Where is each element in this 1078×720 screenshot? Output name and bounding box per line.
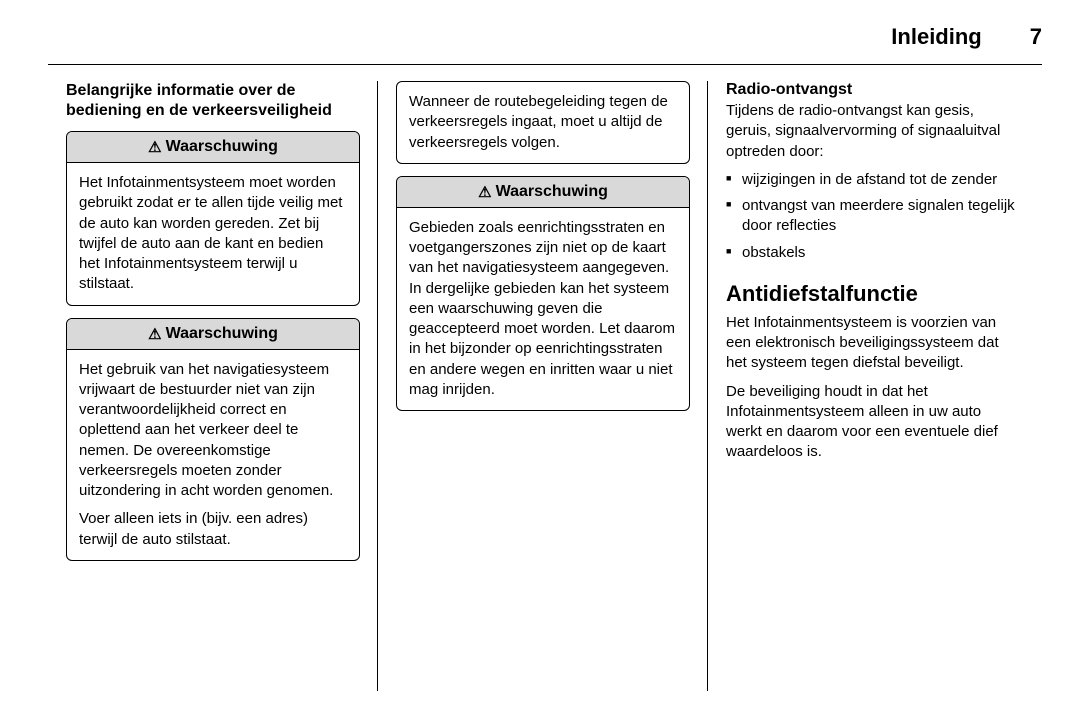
header-divider <box>48 64 1042 65</box>
warning-box-1: ⚠ Waarschuwing Het Infotainmentsysteem m… <box>66 131 360 306</box>
anti-p2: De beveiliging houdt in dat het Infotain… <box>726 382 1020 463</box>
section-title: Inleiding <box>891 24 981 50</box>
warning-box-3: ⚠ Waarschuwing Gebieden zoals eenrichtin… <box>396 176 690 411</box>
column-2: Wanneer de routebegeleiding tegen de ver… <box>378 81 708 573</box>
info-box: Wanneer de routebegeleiding tegen de ver… <box>396 81 690 164</box>
warning-header-3: ⚠ Waarschuwing <box>397 177 689 208</box>
warning-box-2: ⚠ Waarschuwing Het gebruik van het navig… <box>66 318 360 561</box>
warning-text: Het gebruik van het navigatiesysteem vri… <box>79 360 347 502</box>
warning-label: Waarschuwing <box>496 183 608 201</box>
radio-list: wijzigingen in de afstand tot de zender … <box>726 170 1020 263</box>
warning-text: Voer alleen iets in (bijv. een adres) te… <box>79 509 347 550</box>
warning-text: Gebieden zoals eenrichtingsstraten en vo… <box>409 218 677 400</box>
column-1: Belangrijke informatie over de bediening… <box>48 81 378 573</box>
page-header: Inleiding 7 <box>48 24 1042 64</box>
warning-body-3: Gebieden zoals eenrichtingsstraten en vo… <box>397 208 689 410</box>
content-columns: Belangrijke informatie over de bediening… <box>48 81 1042 573</box>
warning-icon: ⚠ <box>148 138 161 156</box>
column-3: Radio-ontvangst Tijdens de radio-ontvang… <box>708 81 1038 573</box>
warning-body-1: Het Infotainmentsysteem moet worden gebr… <box>67 163 359 305</box>
list-item: obstakels <box>726 243 1020 263</box>
warning-icon: ⚠ <box>478 183 491 201</box>
radio-intro: Tijdens de radio-ontvangst kan gesis, ge… <box>726 101 1020 162</box>
list-item: wijzigingen in de afstand tot de zender <box>726 170 1020 190</box>
page: Inleiding 7 Belangrijke informatie over … <box>0 0 1078 720</box>
anti-p1: Het Infotainmentsysteem is voorzien van … <box>726 313 1020 374</box>
warning-header-1: ⚠ Waarschuwing <box>67 132 359 163</box>
warning-header-2: ⚠ Waarschuwing <box>67 319 359 350</box>
warning-label: Waarschuwing <box>166 138 278 156</box>
radio-heading: Radio-ontvangst <box>726 81 1020 99</box>
info-text: Wanneer de routebegeleiding tegen de ver… <box>409 93 668 151</box>
warning-text: Het Infotainmentsysteem moet worden gebr… <box>79 173 347 295</box>
warning-icon: ⚠ <box>148 325 161 343</box>
list-item: ontvangst van meerdere signalen tegelijk… <box>726 196 1020 237</box>
warning-label: Waarschuwing <box>166 325 278 343</box>
col1-heading: Belangrijke informatie over de bediening… <box>66 81 360 121</box>
warning-body-2: Het gebruik van het navigatiesysteem vri… <box>67 350 359 560</box>
anti-heading: Antidiefstalfunctie <box>726 281 1020 307</box>
page-number: 7 <box>1030 24 1042 50</box>
